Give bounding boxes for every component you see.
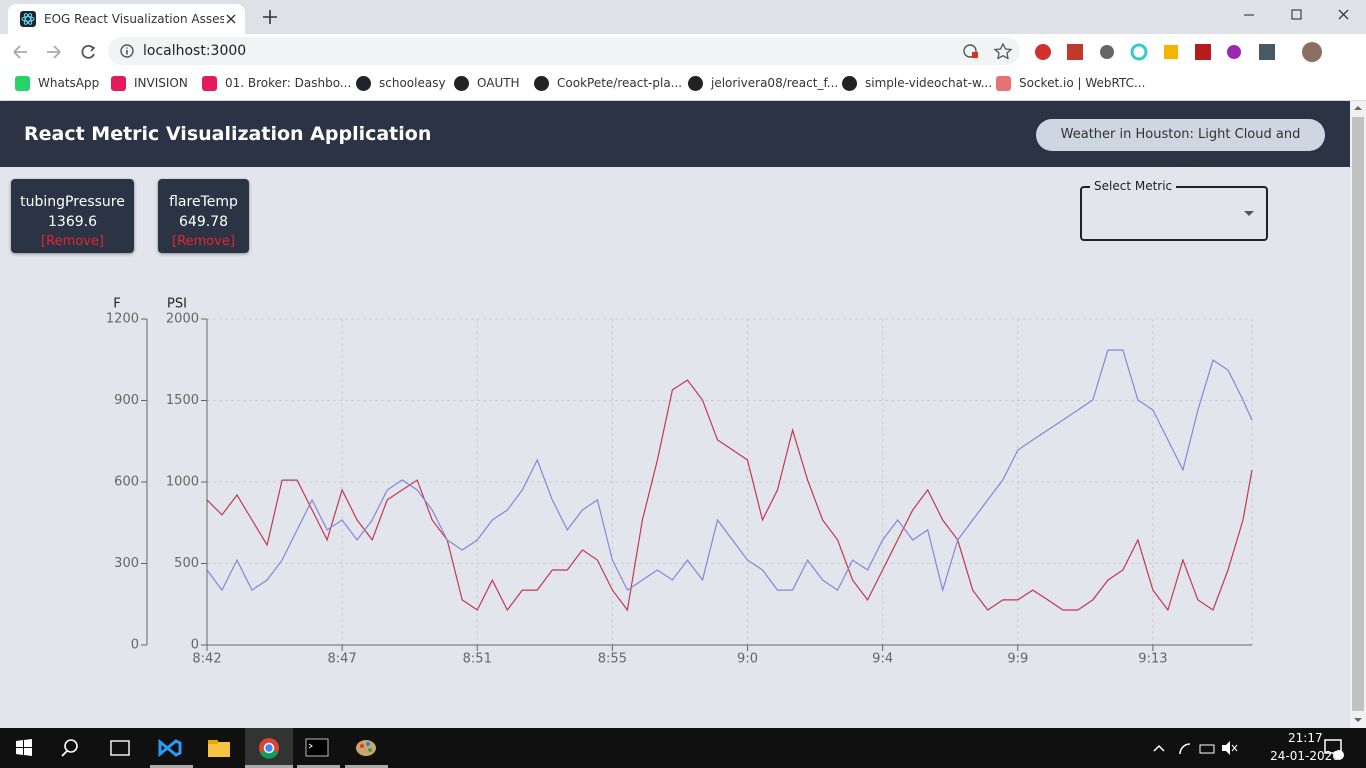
x-tick-label: 8:51	[463, 652, 492, 667]
remove-button[interactable]: [Remove]	[172, 234, 235, 249]
metric-card: tubingPressure 1369.6 [Remove]	[11, 179, 134, 253]
tab-strip: EOG React Visualization Assessm	[0, 0, 1366, 34]
select-label: Select Metric	[1090, 179, 1177, 193]
bookmark-icon	[842, 76, 857, 91]
metric-name: flareTemp	[169, 194, 238, 210]
bookmark[interactable]: schooleasy	[379, 76, 446, 90]
bookmark[interactable]: INVISION	[134, 76, 188, 90]
data-line	[206, 349, 1253, 593]
y-axis-title: F	[113, 297, 120, 312]
y2-axis-title: PSI	[167, 297, 187, 312]
x-tick-label: 8:42	[192, 652, 221, 667]
bookmarks-bar: WhatsApp INVISION 01. Broker: Dashbo... sch…	[0, 68, 1366, 101]
x-tick-label: 8:47	[328, 652, 357, 667]
bookmark[interactable]: CookPete/react-pla...	[557, 76, 683, 90]
bookmark[interactable]: Socket.io | WebRTC...	[1019, 76, 1146, 90]
clock-date: 24-01-2020	[1270, 749, 1340, 763]
address-bar[interactable]: localhost:3000	[108, 37, 1020, 65]
bookmark-icon	[111, 76, 126, 91]
y-tick-label: 600	[114, 475, 139, 490]
data-line	[206, 379, 1253, 612]
select-caret	[1244, 211, 1254, 216]
bookmark-icon	[534, 76, 549, 91]
bookmark-icon	[996, 76, 1011, 91]
x-tick-label: 9:0	[737, 652, 758, 667]
metric-select[interactable]: Select Metric	[1080, 179, 1268, 241]
bookmark-icon	[202, 76, 217, 91]
bookmark-icon	[688, 76, 703, 91]
taskbar: 21:17 24-01-2020	[0, 728, 1366, 768]
bookmark[interactable]: simple-videochat-w...	[865, 76, 993, 90]
bookmark-icon	[454, 76, 469, 91]
y-tick-label: 1200	[106, 312, 139, 327]
toolbar: localhost:3000	[0, 34, 1366, 68]
bookmark[interactable]: WhatsApp	[38, 76, 100, 90]
favicon	[20, 11, 36, 27]
y2-tick-label: 0	[191, 638, 199, 653]
y-tick-label: 900	[114, 393, 139, 408]
y2-tick-label: 1000	[166, 475, 199, 490]
extension-icons[interactable]	[1032, 41, 1332, 63]
metric-card: flareTemp 649.78 [Remove]	[158, 179, 249, 253]
new-tab[interactable]	[262, 9, 278, 25]
chart: F PSI 0 300 600 900 1200 0 500 1000 1500 2000 8:42…	[106, 297, 1253, 667]
app-header: React Metric Visualization Application W…	[0, 101, 1350, 174]
clock-time: 21:17	[1288, 731, 1323, 745]
url: localhost:3000	[143, 43, 247, 59]
taskbar-icons[interactable]	[0, 728, 1366, 768]
bookmark[interactable]: OAUTH	[477, 76, 520, 90]
metric-name: tubingPressure	[20, 194, 125, 210]
x-tick-label: 9:9	[1007, 652, 1028, 667]
bookmark[interactable]: 01. Broker: Dashbo...	[225, 76, 352, 90]
bookmark-icon	[356, 76, 371, 91]
x-tick-label: 9:13	[1138, 652, 1167, 667]
content: Select Metric tubingPressure 1369.6 [Remov…	[0, 167, 1350, 728]
y-tick-label: 300	[114, 556, 139, 571]
x-tick-label: 9:4	[872, 652, 893, 667]
bookmark[interactable]: jelorivera08/react_f...	[711, 76, 839, 90]
remove-button[interactable]: [Remove]	[41, 234, 104, 249]
info-icon	[120, 44, 134, 58]
x-tick-label: 8:55	[598, 652, 627, 667]
nav-buttons[interactable]	[10, 42, 100, 62]
y2-tick-label: 500	[174, 556, 199, 571]
y2-tick-label: 2000	[166, 312, 199, 327]
scrollbar-track	[1352, 106, 1364, 722]
app-title: React Metric Visualization Application	[24, 123, 432, 145]
tab-title: EOG React Visualization Assessm	[44, 12, 224, 26]
metric-value: 1369.6	[48, 214, 97, 230]
tab[interactable]: EOG React Visualization Assessm	[8, 4, 245, 34]
metric-value: 649.78	[179, 214, 228, 230]
scrollbar[interactable]	[1350, 101, 1366, 728]
y2-tick-label: 1500	[166, 393, 199, 408]
omnibox-icons[interactable]	[963, 43, 1013, 59]
bookmark-icon	[15, 76, 30, 91]
window-controls[interactable]	[1230, 0, 1366, 30]
y-tick-label: 0	[131, 638, 139, 653]
tab-close[interactable]	[226, 14, 236, 24]
